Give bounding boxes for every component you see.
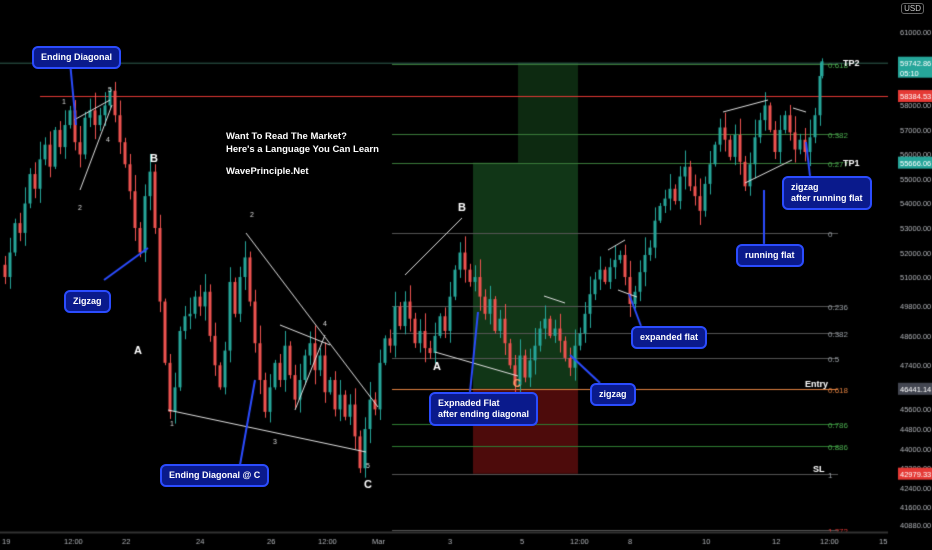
annotation-running-flat[interactable]: running flat [736, 244, 804, 267]
promo-line-2: Here's a Language You Can Learn [226, 144, 379, 155]
annotation-ending-diagonal-c[interactable]: Ending Diagonal @ C [160, 464, 270, 487]
annotation-zigzag-after-running-flat[interactable]: zigzag after running flat [782, 176, 872, 210]
promo-line-1: Want To Read The Market? [226, 131, 347, 142]
currency-badge: USD [901, 3, 924, 14]
annotation-ending-diagonal[interactable]: Ending Diagonal [32, 46, 121, 69]
promo-line-3: WavePrinciple.Net [226, 166, 309, 177]
annotation-zigzag-2[interactable]: zigzag [590, 383, 636, 406]
annotation-expanded-flat-after-diagonal[interactable]: Expnaded Flat after ending diagonal [429, 392, 539, 426]
annotation-zigzag[interactable]: Zigzag [64, 290, 111, 313]
promo-text: Want To Read The Market? Here's a Langua… [226, 130, 379, 178]
annotation-expanded-flat[interactable]: expanded flat [631, 326, 708, 349]
